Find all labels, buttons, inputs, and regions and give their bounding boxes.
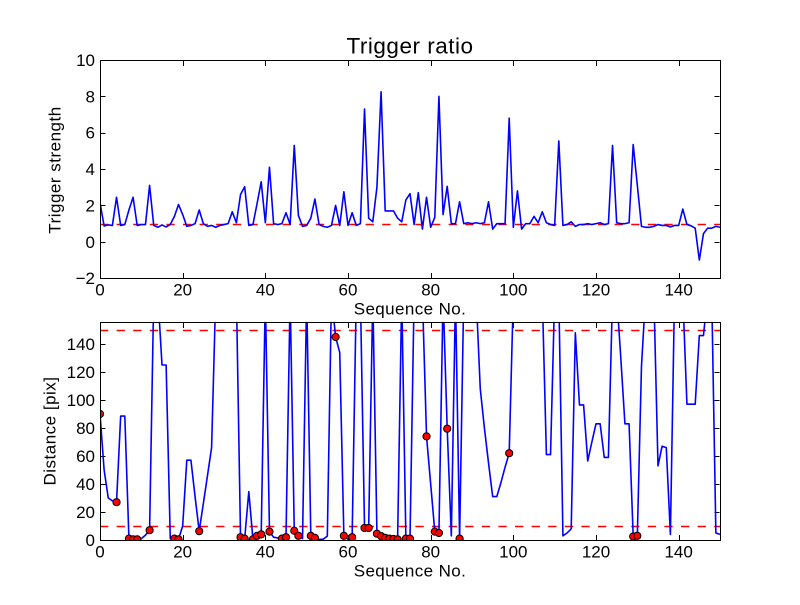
svg-text:Trigger ratio: Trigger ratio	[347, 34, 474, 59]
svg-text:60: 60	[339, 542, 358, 561]
svg-text:2: 2	[86, 196, 95, 215]
svg-text:Trigger strength: Trigger strength	[46, 106, 65, 233]
svg-text:140: 140	[67, 335, 95, 354]
svg-text:−2: −2	[76, 269, 95, 288]
svg-text:120: 120	[582, 281, 610, 300]
svg-text:0: 0	[86, 233, 95, 252]
svg-text:60: 60	[339, 281, 358, 300]
svg-text:60: 60	[76, 447, 95, 466]
svg-text:8: 8	[86, 87, 95, 106]
svg-text:Sequence No.: Sequence No.	[354, 300, 467, 319]
svg-text:6: 6	[86, 124, 95, 143]
svg-text:20: 20	[76, 503, 95, 522]
svg-text:20: 20	[173, 281, 192, 300]
svg-text:0: 0	[86, 531, 95, 550]
svg-text:80: 80	[421, 281, 440, 300]
svg-text:40: 40	[256, 542, 275, 561]
svg-text:0: 0	[95, 281, 104, 300]
svg-text:40: 40	[256, 281, 275, 300]
svg-text:100: 100	[499, 542, 527, 561]
svg-text:Sequence No.: Sequence No.	[354, 561, 467, 580]
svg-text:120: 120	[67, 363, 95, 382]
svg-text:140: 140	[664, 542, 692, 561]
svg-text:Distance [pix]: Distance [pix]	[41, 376, 60, 485]
svg-text:40: 40	[76, 475, 95, 494]
svg-text:80: 80	[421, 542, 440, 561]
svg-text:10: 10	[76, 51, 95, 70]
svg-text:80: 80	[76, 419, 95, 438]
svg-text:0: 0	[95, 542, 104, 561]
svg-text:100: 100	[67, 391, 95, 410]
svg-text:20: 20	[173, 542, 192, 561]
svg-text:140: 140	[664, 281, 692, 300]
svg-text:100: 100	[499, 281, 527, 300]
svg-text:4: 4	[86, 160, 95, 179]
svg-text:120: 120	[582, 542, 610, 561]
